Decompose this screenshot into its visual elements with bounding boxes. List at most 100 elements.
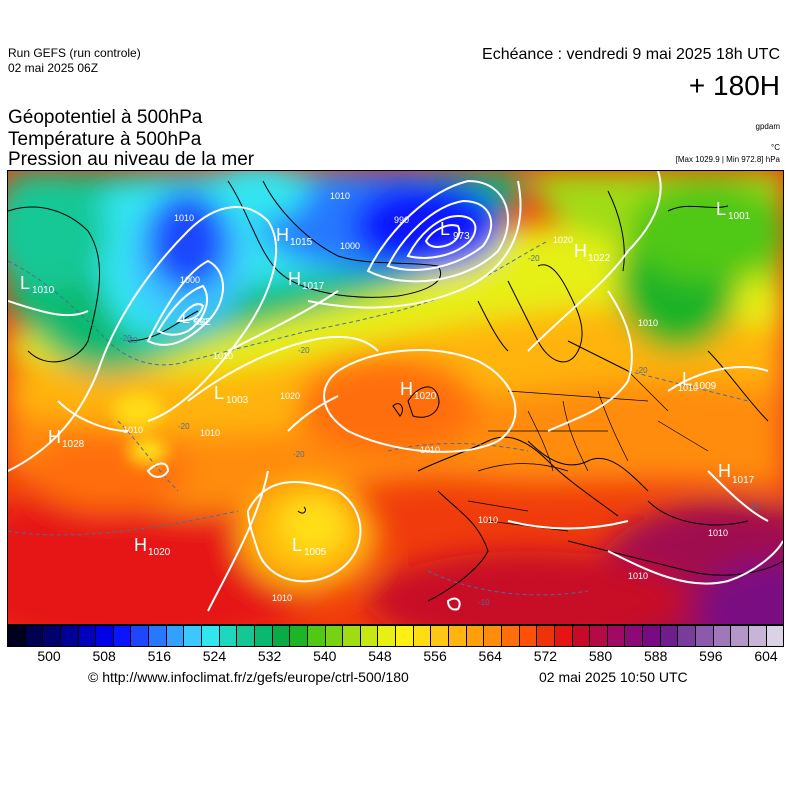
run-date: 02 mai 2025 06Z — [8, 61, 99, 75]
colorbar-swatch — [8, 626, 26, 646]
svg-text:1010: 1010 — [32, 285, 55, 296]
isobar-label: 1020 — [280, 391, 300, 401]
colorbar-swatch — [219, 626, 238, 646]
colorbar-tick-label: 540 — [313, 648, 337, 664]
svg-text:1017: 1017 — [302, 281, 325, 292]
low-pressure-center: L 973 — [440, 219, 470, 242]
colorbar-swatch — [272, 626, 291, 646]
colorbar-tick-label: 532 — [257, 648, 282, 664]
colorbar-swatch — [307, 626, 326, 646]
colorbar-swatch — [237, 626, 255, 646]
colorbar-swatch — [166, 626, 185, 646]
valid-time: Echéance : vendredi 9 mai 2025 18h UTC — [482, 46, 780, 63]
colorbar-swatch — [731, 626, 749, 646]
svg-text:1022: 1022 — [588, 253, 611, 264]
high-pressure-center: H 1020 — [400, 379, 437, 402]
svg-text:1015: 1015 — [290, 237, 313, 248]
svg-text:H: H — [276, 225, 289, 245]
colorbar-tick-label: 572 — [533, 648, 558, 664]
isobar-label: 1010 — [638, 318, 658, 328]
low-pressure-center: L 1005 — [292, 535, 327, 558]
svg-text:H: H — [400, 379, 413, 399]
low-pressure-center: L 992 — [182, 310, 211, 328]
isobar-label: 1010 — [678, 383, 698, 393]
svg-text:H: H — [718, 461, 731, 481]
isotherm-label: -20 — [178, 422, 190, 431]
colorbar-swatch — [572, 626, 591, 646]
colorbar-swatch — [343, 626, 361, 646]
svg-text:H: H — [288, 269, 301, 289]
svg-text:1020: 1020 — [414, 391, 437, 402]
isobar-label: 1010 — [708, 528, 728, 538]
colorbar-tick-label: 508 — [92, 648, 116, 664]
geopotential-shading — [8, 171, 783, 624]
colorbar-swatch — [660, 626, 679, 646]
weather-map: 1010 1010 1000 990 1000 1010 992 1010 10… — [7, 170, 784, 625]
colorbar-swatch — [378, 626, 397, 646]
colorbar-swatch — [78, 626, 97, 646]
colorbar-tick-label: 524 — [202, 648, 227, 664]
svg-text:1001: 1001 — [728, 211, 751, 222]
colorbar-swatch — [554, 626, 573, 646]
colorbar-swatch — [25, 626, 44, 646]
run-label: Run GEFS (run controle) — [8, 46, 141, 60]
colorbar — [7, 625, 784, 647]
svg-text:1028: 1028 — [62, 439, 85, 450]
lead-time: + 180H — [688, 70, 780, 101]
colorbar-swatch — [290, 626, 308, 646]
isobar-label: 1010 — [213, 351, 233, 361]
svg-text:973: 973 — [453, 231, 470, 242]
isotherm-label: -20 — [120, 334, 132, 343]
low-pressure-center: L 1003 — [214, 383, 249, 406]
isotherm-label: -20 — [528, 254, 540, 263]
colorbar-swatch — [254, 626, 273, 646]
svg-text:H: H — [134, 535, 147, 555]
svg-text:H: H — [48, 427, 61, 447]
high-pressure-center: H 1028 — [48, 427, 85, 450]
svg-text:992: 992 — [194, 317, 211, 328]
colorbar-tick-label: 516 — [147, 648, 171, 664]
isobar-labels: 1010 1010 1000 990 1000 1010 992 1010 10… — [123, 191, 728, 603]
svg-text:1020: 1020 — [148, 547, 171, 558]
high-pressure-center: H 1015 — [276, 225, 313, 248]
colorbar-swatch — [695, 626, 714, 646]
colorbar-swatch — [325, 626, 344, 646]
parameter-temperature: Température à 500hPa — [8, 129, 202, 150]
isobar-label: 1020 — [553, 235, 573, 245]
source-url: © http://www.infoclimat.fr/z/gefs/europe… — [88, 669, 409, 685]
colorbar-tick-label: 556 — [423, 648, 447, 664]
high-pressure-center: H 1022 — [574, 241, 611, 264]
colorbar-swatch — [607, 626, 626, 646]
svg-text:L: L — [292, 535, 302, 555]
svg-text:1009: 1009 — [694, 381, 717, 392]
colorbar-tick-label: 596 — [699, 648, 723, 664]
generated-time: 02 mai 2025 10:50 UTC — [539, 669, 688, 685]
isotherm-label: -10 — [748, 502, 760, 511]
isotherm-label: -20 — [126, 336, 138, 345]
isobar-label: 1000 — [180, 275, 200, 285]
colorbar-tick-label: 604 — [754, 648, 778, 664]
colorbar-swatch — [43, 626, 61, 646]
high-pressure-center: H 1017 — [288, 269, 325, 292]
colorbar-tick-label: 500 — [37, 648, 61, 664]
isobar-label: 1010 — [123, 425, 143, 435]
colorbar-swatch — [96, 626, 114, 646]
low-pressure-center: L 1009 — [682, 369, 717, 392]
colorbar-swatch — [501, 626, 520, 646]
colorbar-swatch — [149, 626, 167, 646]
colorbar-tick-label: 580 — [588, 648, 613, 664]
isobars — [8, 171, 783, 612]
colorbar-swatch — [60, 626, 79, 646]
high-pressure-center: H 1017 — [718, 461, 755, 486]
svg-text:L: L — [716, 199, 726, 219]
low-pressure-center: L 1001 — [716, 199, 751, 222]
colorbar-swatch — [449, 626, 467, 646]
pressure-minmax: [Max 1029.9 | Min 972.8] hPa — [675, 155, 780, 164]
colorbar-tick-label: 564 — [478, 648, 502, 664]
colorbar-swatch — [590, 626, 608, 646]
colorbar-swatch — [360, 626, 379, 646]
svg-text:1005: 1005 — [304, 547, 327, 558]
colorbar-swatch — [625, 626, 644, 646]
colorbar-swatch — [537, 626, 555, 646]
coastlines — [8, 180, 783, 602]
